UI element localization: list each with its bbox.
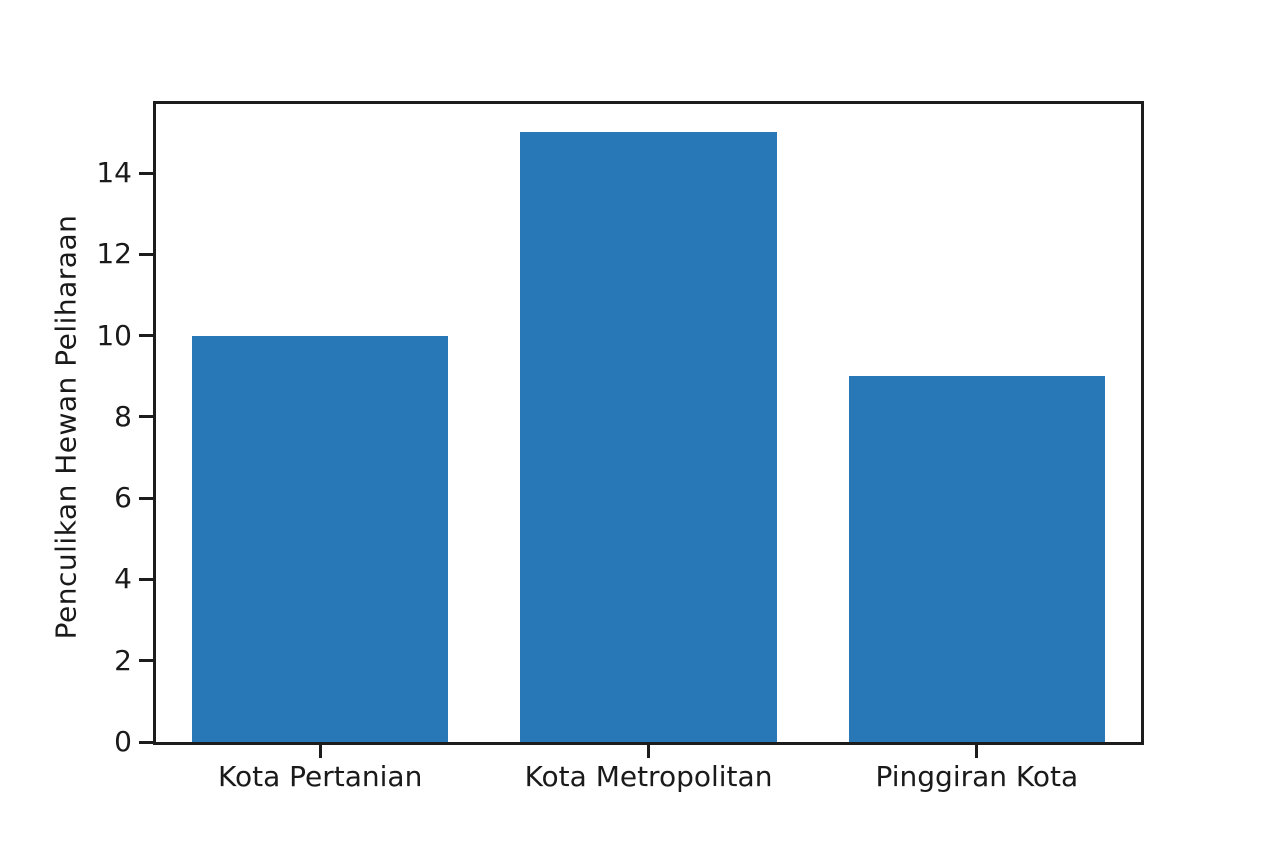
y-tick-label-2: 2 [114, 643, 132, 677]
bar-kota-pertanian [192, 335, 449, 742]
y-tick-label-0: 0 [114, 725, 132, 758]
y-tick-mark-0 [139, 740, 153, 744]
plot-area [153, 101, 1144, 745]
y-tick-mark-14 [139, 171, 153, 175]
y-tick-mark-10 [139, 334, 153, 338]
bar-kota-metropolitan [520, 132, 777, 742]
x-tick-mark-1 [647, 745, 650, 758]
y-tick-label-10: 10 [96, 318, 132, 352]
x-tick-mark-0 [318, 745, 322, 758]
y-tick-label-8: 8 [114, 399, 132, 433]
y-tick-mark-6 [139, 496, 153, 500]
y-tick-label-12: 12 [96, 237, 132, 271]
y-tick-label-14: 14 [96, 156, 132, 190]
y-tick-mark-2 [139, 659, 153, 663]
y-tick-mark-4 [139, 577, 153, 581]
y-tick-label-4: 4 [114, 562, 132, 596]
y-tick-mark-12 [139, 252, 153, 256]
x-tick-label-2: Pinggiran Kota [875, 760, 1079, 793]
x-tick-label-1: Kota Metropolitan [524, 760, 773, 793]
y-tick-label-6: 6 [114, 481, 132, 515]
y-tick-mark-8 [139, 415, 153, 419]
x-tick-label-0: Kota Pertanian [217, 760, 423, 793]
x-tick-mark-2 [975, 745, 979, 758]
bar-pinggiran-kota [848, 376, 1105, 742]
